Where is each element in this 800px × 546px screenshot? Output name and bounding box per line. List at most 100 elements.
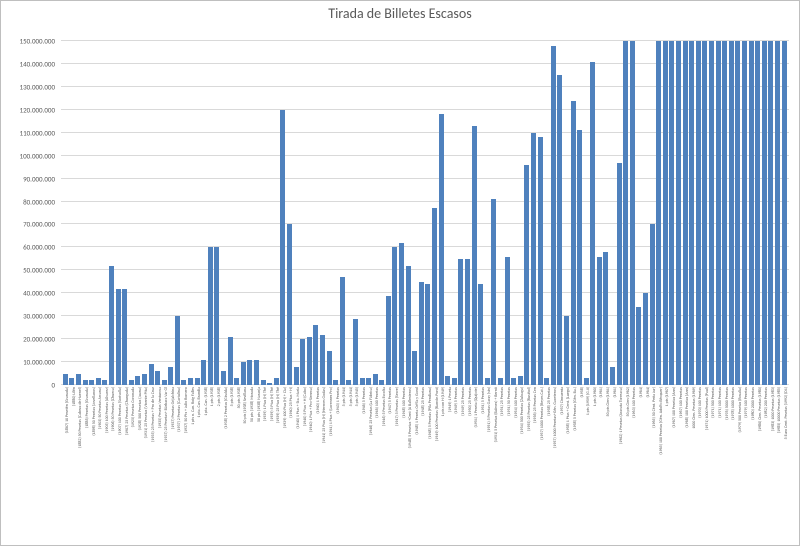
bar xyxy=(676,41,681,385)
x-tick-label: (1958) 25 Pesetas xyxy=(544,385,549,545)
bar xyxy=(590,62,595,385)
bar xyxy=(511,378,516,385)
x-tick-label: (1949) 100 Pesetas (Ramón Pont) xyxy=(432,385,437,545)
x-tick-label: (1947) 5 Pesetas (Secre) xyxy=(392,385,397,545)
bar xyxy=(274,378,279,385)
bar xyxy=(201,360,206,385)
bar xyxy=(155,371,160,385)
x-tick-label: 2 pts (1938) xyxy=(214,385,219,545)
x-tick-label: 1 pta. Can. Brandia xyxy=(195,385,200,545)
bar xyxy=(636,307,641,385)
bar xyxy=(577,130,582,385)
bar xyxy=(630,41,635,385)
bar xyxy=(643,293,648,385)
x-tick-label: (1880) Lilén xyxy=(69,385,74,545)
x-tick-label: (1935) Pesetas Venturosa xyxy=(155,385,160,545)
y-tick-label: 150.000.000 xyxy=(20,37,55,46)
bar xyxy=(425,284,430,385)
x-tick-label: 1 pta. Can. (1938) xyxy=(201,385,206,545)
y-axis: 010.000.00020.000.00030.000.00040.000.00… xyxy=(1,41,59,385)
x-tick-label: (1970) 100 Pesetas xyxy=(696,385,701,545)
x-tick-label: (1980) 2000 Pesetas xyxy=(749,385,754,545)
bar xyxy=(353,319,358,386)
y-tick-label: 110.000.000 xyxy=(20,128,55,137)
x-tick-label: (1982) 200 Pesetas xyxy=(762,385,767,545)
x-tick-label: (1940) 1 Pesetas xyxy=(313,385,318,545)
x-tick-label: (1947) 5 Pesetas xyxy=(386,385,391,545)
x-tick-label: (1928) 500 Pesetas (Juana) xyxy=(135,385,140,545)
x-tick-label: (1979) 100 Pesetas xyxy=(742,385,747,545)
x-tick-label: (1951) 50 Pesetas xyxy=(505,385,510,545)
x-tick-label: 50 pts (1938) Morada xyxy=(247,385,252,545)
bar xyxy=(214,247,219,385)
x-tick-label: (1964) xyxy=(636,385,641,545)
x-tick-label: (1941) 25 Ptas (H) (Hermes Godas) xyxy=(320,385,325,545)
bar xyxy=(498,378,503,385)
x-tick-label: (1940) 1 Ptas + Pro-Sienma) xyxy=(307,385,312,545)
bar xyxy=(247,360,252,385)
x-tick-label: 5 pts (1945) xyxy=(353,385,358,545)
x-tick-label: (1943) 1 Pesetas xyxy=(333,385,338,545)
x-tick-label: (1979) 500 Pesetas (Rosalía) xyxy=(735,385,740,545)
x-tick-label: (1939) 25 Ptas (H) Thé xyxy=(274,385,279,545)
x-tick-label: 1 pts (1960) xyxy=(590,385,595,545)
x-tick-label: 50 pts (1938) Sevillana xyxy=(241,385,246,545)
bar xyxy=(386,296,391,385)
bar xyxy=(175,316,180,385)
x-tick-label: (1946) 5 Pesetas Escolta xyxy=(379,385,384,545)
x-tick-label: (1940) 5 Ptas + H (Cabo) xyxy=(300,385,305,545)
bar xyxy=(663,41,668,385)
bar xyxy=(531,133,536,385)
x-tick-label: (1951) 1 Peseta (Quijote) xyxy=(472,385,477,545)
x-tick-label: (1925) Pesetas Coronada xyxy=(129,385,134,545)
bar xyxy=(478,284,483,385)
bar xyxy=(518,376,523,385)
bar xyxy=(689,41,694,385)
x-tick-label: 1 pts (1967) xyxy=(663,385,668,545)
x-tick-label: (1951) 5 Pesetas (Balmes) + Bernó xyxy=(491,385,496,545)
x-tick-label: 5 pts (1944) xyxy=(340,385,345,545)
bar xyxy=(313,325,318,385)
x-tick-label: (1907) 100 Pesetas (Sorisolla) xyxy=(116,385,121,545)
bar xyxy=(228,337,233,385)
bar xyxy=(241,362,246,385)
x-tick-label: 50 pts Cien (1961) xyxy=(603,385,608,545)
bar xyxy=(109,266,114,385)
x-tick-label: (1948) 5 Pesetas (Pila Pendiana) xyxy=(425,385,430,545)
bar xyxy=(208,247,213,385)
x-tick-label: (1976) 5000 Pesetas xyxy=(722,385,727,545)
x-tick-label: (1951) 25 Pesetas xyxy=(498,385,503,545)
x-tick-label: (1898) 50 Pesetas (Jovellanos) xyxy=(89,385,94,545)
x-labels: (1867) 10 Pesetén (Granada)(1880) Lilén(… xyxy=(61,385,789,545)
bar xyxy=(458,259,463,385)
bar xyxy=(195,378,200,385)
x-tick-label: (1886) Pesetas (Granada) xyxy=(83,385,88,545)
bar xyxy=(439,114,444,385)
x-tick-label: (1955) 25 Pesetas (Rusiñol) xyxy=(524,385,529,545)
x-tick-label: (1965) 50 Cént. Peña Jur) xyxy=(650,385,655,545)
y-tick-label: 70.000.000 xyxy=(23,220,55,229)
x-tick-label: (1965) 100 Pesetas (Gén. Adolfo Bécquer) xyxy=(656,385,661,545)
chart-title: Tirada de Billetes Escasos xyxy=(1,5,799,22)
bar xyxy=(709,41,714,385)
bar xyxy=(617,163,622,385)
x-tick-label: 5 Euro Cent. Pesetas (1992) (D1) xyxy=(782,385,787,545)
x-tick-label: (1950) 25 Pesetas xyxy=(465,385,470,545)
bar xyxy=(122,289,127,385)
bar xyxy=(524,165,529,385)
bar xyxy=(142,374,147,385)
y-tick-label: 50.000.000 xyxy=(23,266,55,275)
bar xyxy=(755,41,760,385)
x-tick-label: (1980) Cien. Pesetas (1980) xyxy=(755,385,760,545)
bar xyxy=(584,378,589,385)
bar xyxy=(63,374,68,385)
bar xyxy=(412,351,417,385)
bar xyxy=(116,289,121,385)
bar xyxy=(683,41,688,385)
x-tick-label: (1946) 5 Pesetas xyxy=(360,385,365,545)
x-tick-label: (1958) 5 Pesetas (Gén. Ba.) xyxy=(571,385,576,545)
bar xyxy=(669,41,674,385)
x-tick-label: (1948) 25 Pesetas xyxy=(419,385,424,545)
x-tick-label: (1957) Cincuenta xyxy=(557,385,562,545)
x-tick-label: 1000 Cien. Pesetas (1969) xyxy=(689,385,694,545)
